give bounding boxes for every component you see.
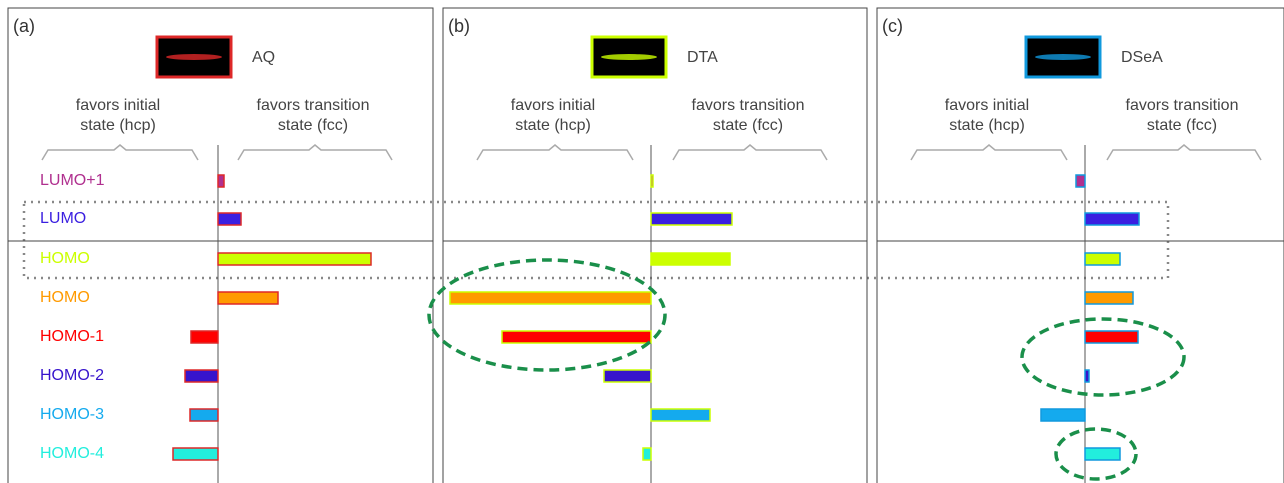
heading: favors initial (76, 97, 160, 114)
bracket (1107, 145, 1261, 160)
bar (1085, 292, 1133, 304)
panel-label: (b) (448, 16, 470, 36)
bracket (238, 145, 392, 160)
category-label: HOMO (40, 250, 90, 267)
ellipse (429, 260, 665, 370)
bar (1085, 253, 1120, 265)
bar (218, 175, 224, 187)
heading: state (fcc) (278, 117, 348, 134)
bar (1085, 331, 1138, 343)
category-label: HOMO-2 (40, 367, 104, 384)
bar (1085, 213, 1139, 225)
category-label: HOMO-1 (40, 328, 104, 345)
bar (450, 292, 651, 304)
bar (643, 448, 651, 460)
bar (218, 292, 278, 304)
category-label: LUMO (40, 210, 86, 227)
bar (502, 331, 651, 343)
bar (191, 331, 218, 343)
bracket (42, 145, 198, 160)
panel-label: (c) (882, 16, 903, 36)
bar (604, 370, 651, 382)
category-label: HOMO-4 (40, 445, 104, 462)
category-label: LUMO+1 (40, 172, 105, 189)
bracket (477, 145, 633, 160)
thumbnail-glow (166, 54, 222, 60)
heading: favors transition (692, 97, 805, 114)
heading: state (hcp) (515, 117, 591, 134)
bar (651, 213, 732, 225)
bar (1076, 175, 1085, 187)
heading: state (fcc) (713, 117, 783, 134)
molecule-label: AQ (252, 49, 275, 66)
bar (651, 409, 710, 421)
heading: state (hcp) (80, 117, 156, 134)
bar (185, 370, 218, 382)
bar (1085, 370, 1089, 382)
bar (651, 175, 653, 187)
thumbnail-glow (1035, 54, 1091, 60)
molecule-label: DTA (687, 49, 718, 66)
thumbnail-glow (601, 54, 657, 60)
panel-label: (a) (13, 16, 35, 36)
bar (1085, 448, 1120, 460)
bar (651, 253, 730, 265)
bar (218, 253, 371, 265)
heading: state (hcp) (949, 117, 1025, 134)
molecule-label: DSeA (1121, 49, 1163, 66)
heading: favors transition (1126, 97, 1239, 114)
bar (190, 409, 218, 421)
bracket (673, 145, 827, 160)
category-label: HOMO-3 (40, 406, 104, 423)
figure: (a) AQ favors initial state (hcp) favors tra… (0, 0, 1284, 483)
bar (173, 448, 218, 460)
bracket (911, 145, 1067, 160)
bar (1041, 409, 1085, 421)
heading: favors transition (257, 97, 370, 114)
bar (218, 213, 241, 225)
heading: favors initial (511, 97, 595, 114)
heading: favors initial (945, 97, 1029, 114)
category-label: HOMO (40, 289, 90, 306)
heading: state (fcc) (1147, 117, 1217, 134)
